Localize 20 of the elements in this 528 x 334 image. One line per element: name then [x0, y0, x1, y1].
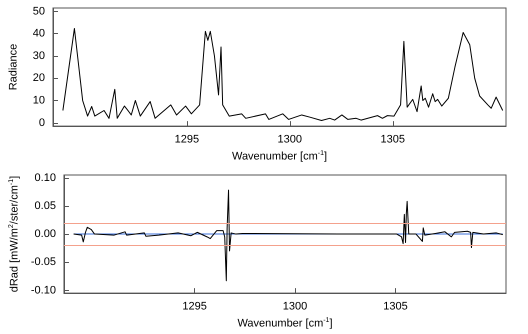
y-tick-label: -0.10	[30, 284, 56, 296]
x-tick-label: 1295	[174, 134, 200, 146]
y-tick-label: 10	[32, 94, 45, 106]
x-tick-label: 1300	[278, 134, 302, 146]
y-tick-label: 30	[32, 50, 45, 62]
x-tick-label: 1300	[282, 300, 308, 313]
y-tick-label: 20	[32, 72, 45, 84]
y-tick-label: -0.05	[30, 256, 56, 268]
y-tick-label: 0.10	[34, 172, 56, 184]
line-series	[73, 190, 504, 282]
y-tick-label: 0.00	[34, 228, 56, 240]
x-tick-label: 1295	[182, 300, 207, 313]
x-tick-label: 1305	[383, 300, 408, 313]
line-series	[62, 28, 504, 122]
x-tick-label: 1305	[380, 134, 405, 146]
y-axis-title: Radiance	[8, 44, 20, 90]
y-tick-label: 0.05	[34, 200, 56, 212]
y-tick-label: 50	[32, 5, 45, 18]
y-tick-label: 40	[32, 28, 45, 40]
y-tick-label: 0	[38, 116, 45, 129]
